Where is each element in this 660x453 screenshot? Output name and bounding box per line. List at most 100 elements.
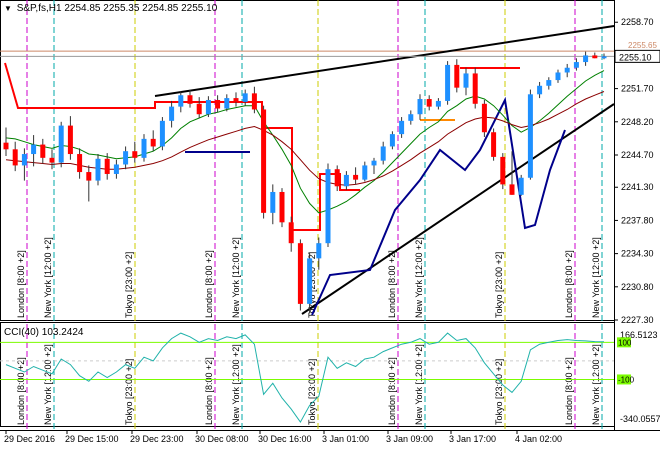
- candle[interactable]: [95, 154, 101, 186]
- candle[interactable]: [537, 81, 543, 99]
- candle[interactable]: [454, 59, 460, 93]
- candle-body: [573, 62, 579, 68]
- red-step-line[interactable]: [4, 62, 360, 231]
- candle[interactable]: [215, 95, 221, 113]
- candle[interactable]: [389, 131, 395, 150]
- candle[interactable]: [408, 110, 414, 125]
- candle[interactable]: [463, 67, 469, 96]
- candle[interactable]: [150, 130, 156, 152]
- candle[interactable]: [573, 58, 579, 71]
- candle[interactable]: [67, 116, 73, 160]
- cci-tick-label: 166.5123: [620, 330, 658, 340]
- candle-body: [417, 99, 423, 115]
- candle[interactable]: [555, 69, 561, 83]
- hline-price-label: 2255.65: [628, 41, 657, 50]
- candle-body: [3, 142, 9, 150]
- candle[interactable]: [224, 94, 230, 112]
- candle[interactable]: [491, 128, 497, 161]
- candle[interactable]: [77, 148, 83, 179]
- session-label: Tokyo [23:00 +2]: [307, 359, 317, 425]
- candle[interactable]: [583, 51, 589, 66]
- candle[interactable]: [380, 141, 386, 165]
- candle[interactable]: [546, 77, 552, 90]
- session-label: New York [12:00 +2]: [231, 344, 241, 425]
- candle-body: [555, 72, 561, 81]
- candle[interactable]: [362, 161, 368, 182]
- candle[interactable]: [527, 89, 533, 180]
- candle[interactable]: [159, 117, 165, 151]
- time-tick-label: 3 Jan 17:00: [449, 434, 496, 444]
- candle[interactable]: [49, 149, 55, 170]
- candle[interactable]: [601, 53, 607, 60]
- price-tick-label: 2248.20: [621, 117, 654, 127]
- candle[interactable]: [251, 86, 257, 114]
- candle[interactable]: [592, 52, 598, 59]
- triangle-down-icon[interactable]: ▼: [4, 4, 12, 13]
- candle-body: [316, 243, 322, 259]
- candle[interactable]: [399, 117, 405, 138]
- candle[interactable]: [196, 97, 202, 119]
- cci-line: [5, 332, 605, 424]
- candle-body: [472, 73, 478, 104]
- candle[interactable]: [353, 167, 359, 185]
- candle-body: [49, 157, 55, 163]
- candle[interactable]: [564, 63, 570, 78]
- candle-body: [454, 64, 460, 88]
- candle-body: [104, 158, 110, 174]
- candle[interactable]: [288, 216, 294, 252]
- candle[interactable]: [472, 67, 478, 109]
- candle-body: [564, 67, 570, 73]
- candle[interactable]: [12, 141, 18, 172]
- candle-body: [224, 98, 230, 109]
- candle[interactable]: [40, 138, 46, 164]
- candle[interactable]: [104, 153, 110, 180]
- candle[interactable]: [21, 148, 27, 181]
- candle-body: [288, 222, 294, 244]
- candle[interactable]: [242, 89, 248, 106]
- candle[interactable]: [233, 92, 239, 107]
- candle[interactable]: [325, 163, 331, 247]
- time-tick-label: 30 Dec 16:00: [258, 434, 312, 444]
- candle[interactable]: [279, 188, 285, 228]
- candle[interactable]: [371, 157, 377, 174]
- candle[interactable]: [86, 165, 92, 202]
- candle[interactable]: [187, 89, 193, 108]
- candle-body: [307, 258, 313, 304]
- candle[interactable]: [343, 171, 349, 191]
- candle-body: [12, 149, 18, 166]
- candle[interactable]: [178, 91, 184, 113]
- candle[interactable]: [307, 252, 313, 314]
- candle[interactable]: [500, 153, 506, 190]
- price-tick-label: 2244.70: [621, 150, 654, 160]
- candle-body: [261, 109, 267, 213]
- candle[interactable]: [417, 94, 423, 120]
- candle[interactable]: [270, 184, 276, 225]
- chart-header: ▼ S&P,fs,H1 2254.85 2255.35 2254.85 2255…: [4, 3, 217, 14]
- candle[interactable]: [334, 165, 340, 192]
- candle[interactable]: [518, 174, 524, 196]
- candle[interactable]: [426, 95, 432, 111]
- candle[interactable]: [509, 151, 515, 195]
- candle[interactable]: [31, 135, 37, 167]
- candle[interactable]: [481, 99, 487, 137]
- upper-trendline[interactable]: [154, 25, 615, 97]
- candle[interactable]: [58, 121, 64, 168]
- navy-indicator-line[interactable]: [185, 96, 566, 316]
- candle[interactable]: [316, 237, 322, 270]
- candle[interactable]: [3, 127, 9, 156]
- current-price-box: [614, 49, 660, 63]
- candle[interactable]: [113, 159, 119, 179]
- candle[interactable]: [123, 146, 129, 170]
- candle[interactable]: [132, 141, 138, 163]
- candle[interactable]: [435, 98, 441, 110]
- candle[interactable]: [445, 61, 451, 105]
- candle[interactable]: [297, 239, 303, 311]
- candle[interactable]: [205, 96, 211, 118]
- candle[interactable]: [261, 105, 267, 219]
- candle[interactable]: [169, 100, 175, 128]
- candle-body: [31, 144, 37, 155]
- session-label: London [8:00 +2]: [204, 250, 214, 318]
- candle[interactable]: [141, 134, 147, 162]
